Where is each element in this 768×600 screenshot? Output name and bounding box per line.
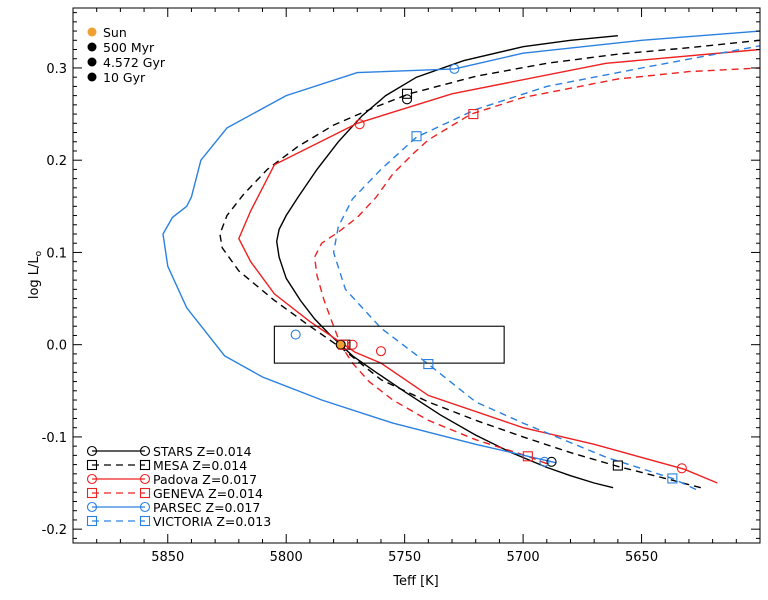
series-3-marker-0: [468, 109, 479, 120]
series-4-marker-2: [539, 456, 550, 467]
series-legend-label-2: Padova Z=0.017: [153, 472, 257, 487]
x-tick-label: 5750: [388, 550, 421, 565]
series-legend-marker-end-1: [139, 459, 151, 471]
y-tick-label: -0.1: [42, 431, 67, 446]
series-5-marker-1: [423, 359, 434, 370]
series-legend-marker-start-1: [86, 459, 98, 471]
axis-ticks: 5850 5800 5750 5700 5650 -0.2 -0.1 0.0 0.1 0.2 0.3: [42, 8, 760, 565]
age-legend-label-0: Sun: [103, 25, 127, 40]
x-tick-label: 5700: [507, 550, 540, 565]
age-legend-dot-0: [87, 27, 97, 37]
series-2-marker-3: [676, 463, 687, 474]
series-3-marker-2: [522, 451, 533, 462]
x-tick-label: 5800: [270, 550, 303, 565]
series-legend-marker-start-0: [86, 445, 98, 457]
age-legend-dot-2: [87, 57, 97, 67]
series-2-marker-2: [375, 346, 387, 357]
series-line-0: [275, 35, 618, 489]
series-2-marker-0: [354, 119, 365, 130]
series-legend-label-5: VICTORIA Z=0.013: [153, 514, 271, 529]
series-0-marker-0: [401, 94, 413, 105]
x-axis-title: Teff [K]: [392, 574, 439, 589]
series-line-3: [313, 67, 760, 465]
age-legend-dot-1: [87, 42, 97, 52]
series-legend-marker-end-0: [139, 445, 151, 457]
series-line-2: [238, 48, 760, 484]
series-1-marker-2: [612, 460, 623, 471]
series-1-marker-0: [401, 88, 413, 99]
series-legend-marker-end-3: [139, 487, 151, 499]
y-axis-title-main: log L/L: [27, 256, 42, 300]
series-legend-marker-end-2: [139, 473, 151, 485]
age-legend-label-2: 4.572 Gyr: [103, 55, 166, 70]
series-5-marker-0: [411, 131, 422, 142]
series-markers: [290, 63, 687, 484]
series-legend-marker-end-5: [139, 515, 151, 527]
age-legend-label-3: 10 Gyr: [103, 70, 146, 85]
series-legend-marker-start-2: [86, 473, 98, 485]
svg-text:log L/Lo: log L/Lo: [27, 250, 44, 299]
series-lines: [162, 30, 760, 491]
sun-marker-group: [336, 340, 346, 350]
series-line-4: [162, 30, 760, 464]
series-legend-label-0: STARS Z=0.014: [153, 444, 252, 459]
x-tick-label: 5850: [151, 550, 184, 565]
series-legend-marker-end-4: [139, 501, 151, 513]
observation-box-rect: [273, 325, 505, 364]
y-tick-label: 0.1: [46, 246, 67, 261]
y-axis-title-sub: o: [34, 250, 44, 256]
observation-box: [273, 325, 505, 364]
series-legend-label-1: MESA Z=0.014: [153, 458, 247, 473]
y-axis-title: log L/Lo: [27, 250, 44, 299]
y-tick-label: -0.2: [42, 523, 67, 538]
plot-frame: [72, 7, 761, 544]
series-legend-label-3: GENEVA Z=0.014: [153, 486, 263, 501]
y-tick-label: 0.2: [46, 154, 67, 169]
series-0-marker-2: [546, 456, 557, 467]
y-tick-label: 0.3: [46, 62, 67, 77]
series-legend-marker-start-4: [86, 501, 98, 513]
age-legend-dot-3: [87, 72, 97, 82]
series-legend-marker-start-3: [86, 487, 98, 499]
age-legend-label-1: 500 Myr: [103, 40, 155, 55]
series-4-marker-0: [449, 63, 460, 74]
series-legend-label-4: PARSEC Z=0.017: [153, 500, 260, 515]
series-line-1: [219, 39, 760, 489]
series-legend-marker-start-5: [86, 515, 98, 527]
series-line-5: [332, 45, 760, 491]
sun-marker: [336, 340, 346, 350]
series-5-marker-2: [667, 473, 678, 484]
x-tick-label: 5650: [625, 550, 658, 565]
series-4-marker-1: [290, 329, 301, 340]
y-tick-label: 0.0: [46, 339, 67, 354]
